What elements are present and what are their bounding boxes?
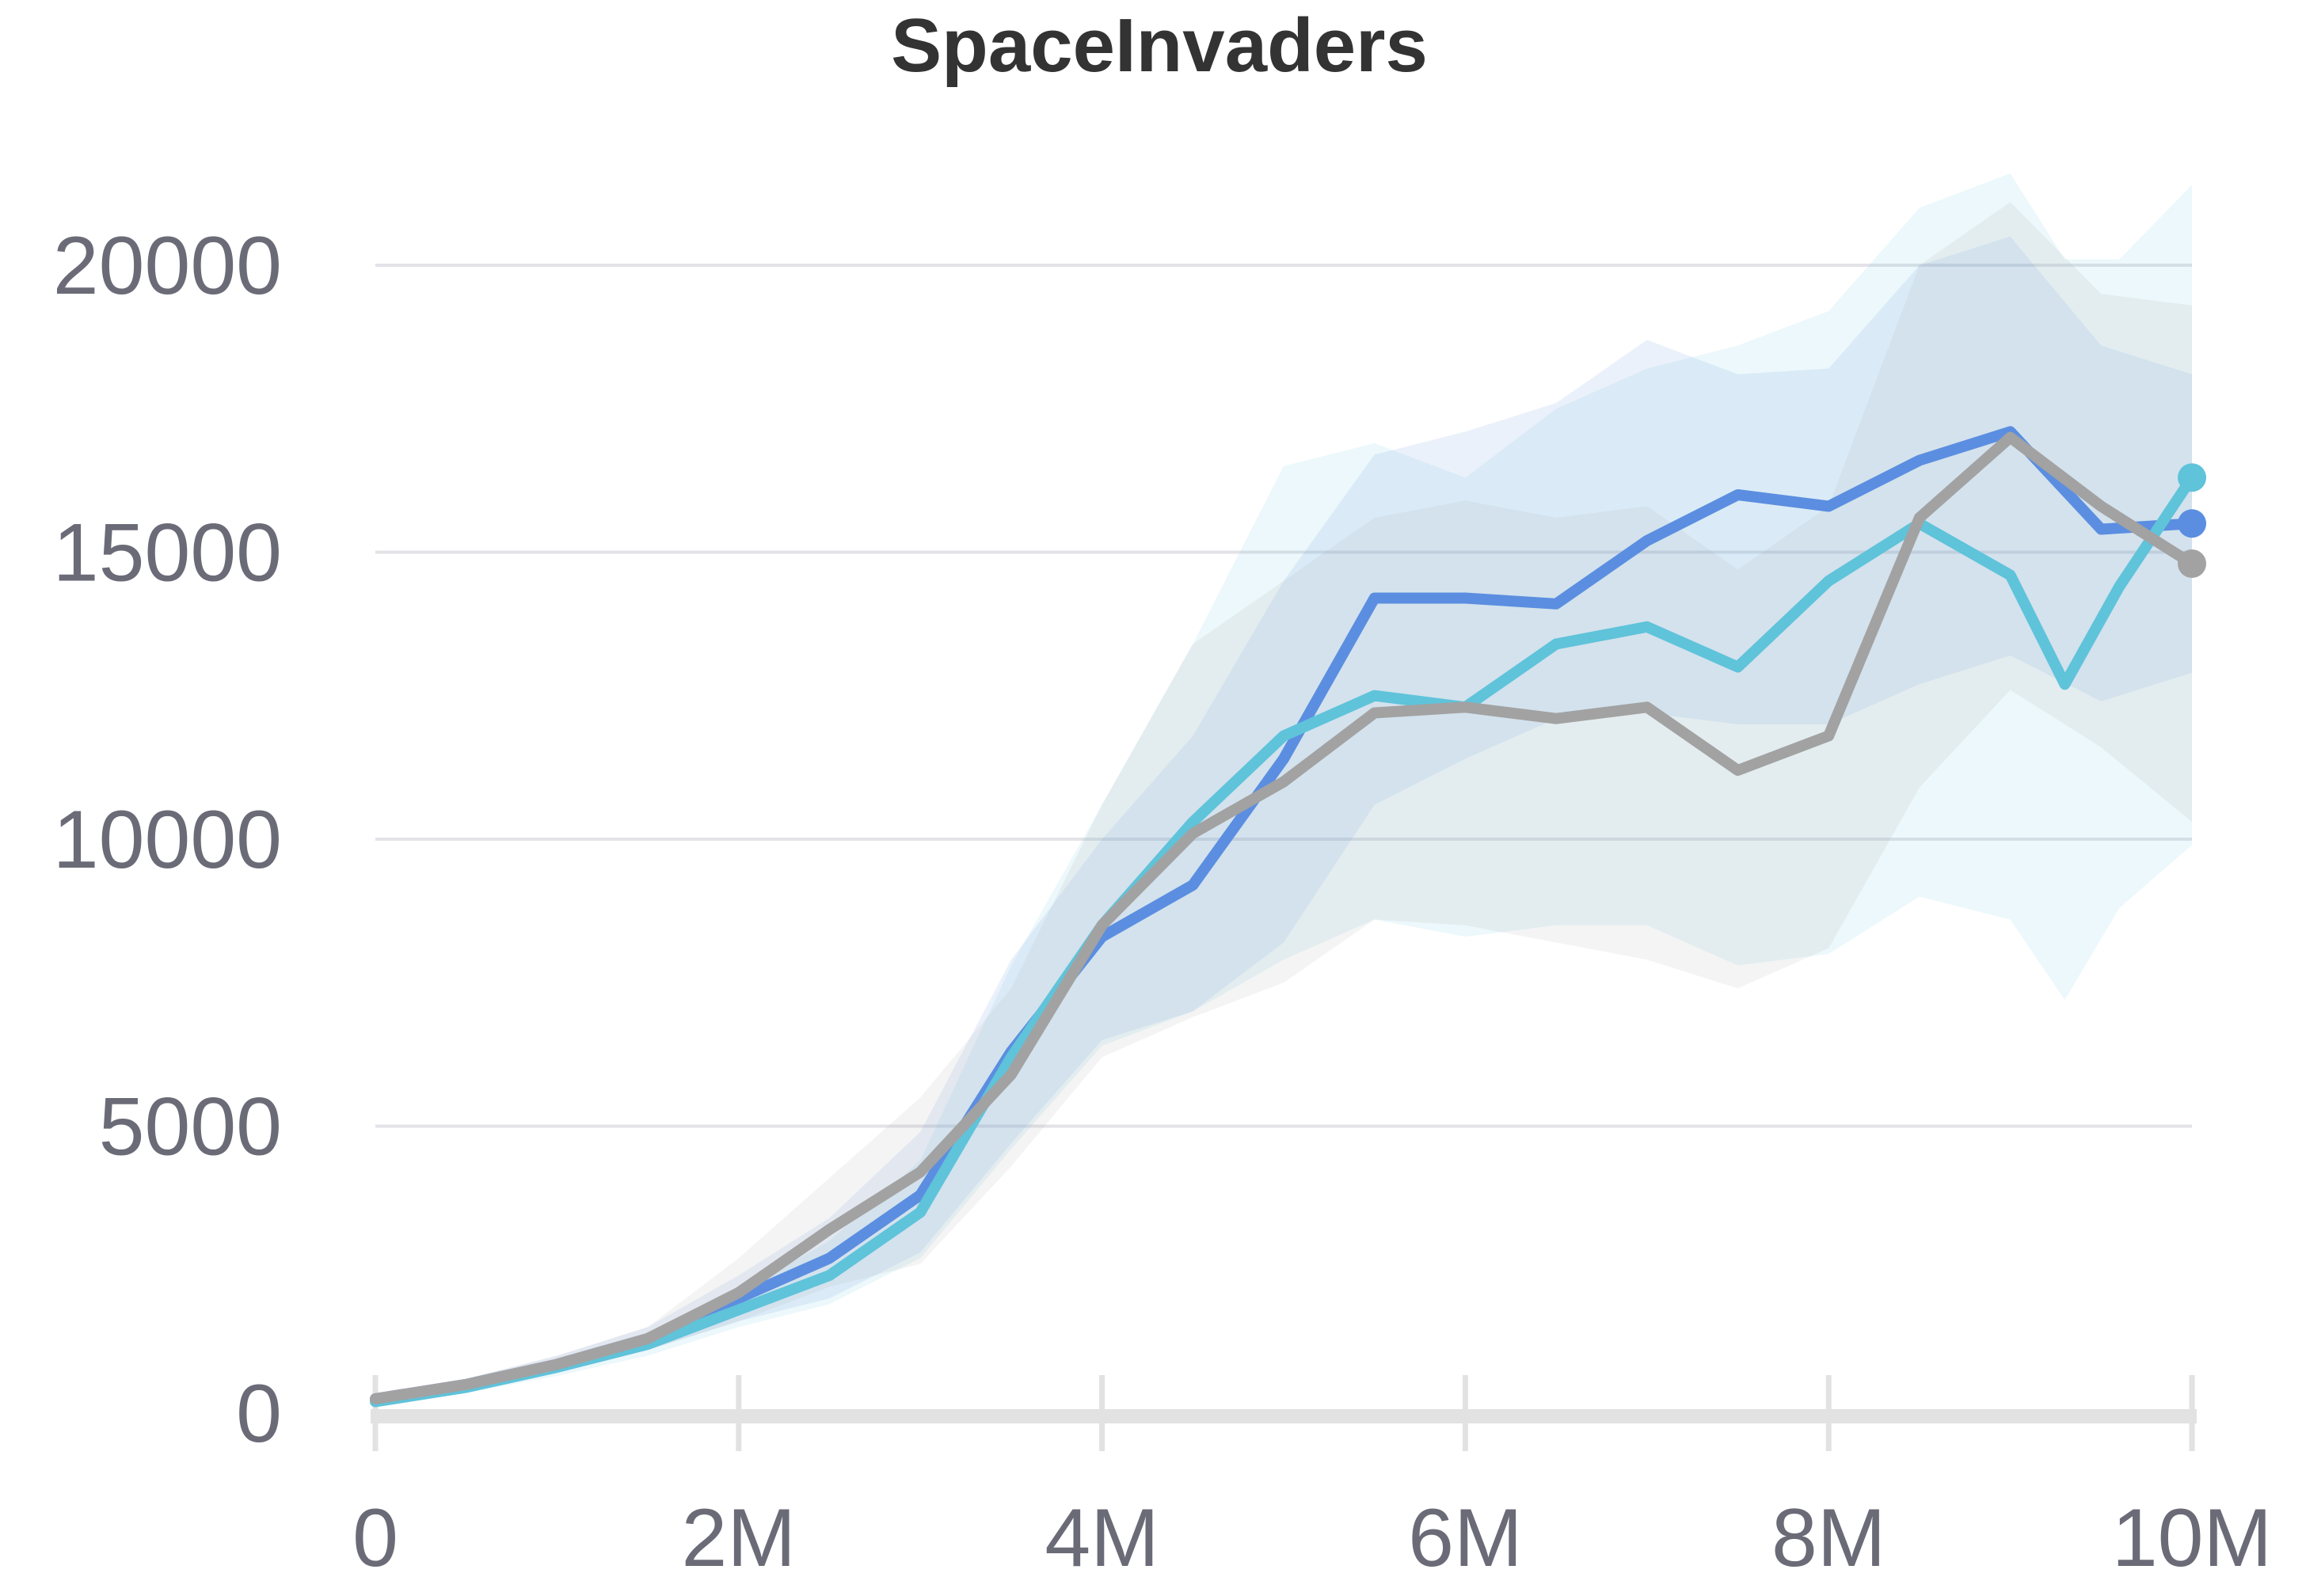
y-tick-labels: 0 5000 10000 15000 20000 (53, 220, 282, 1460)
y-tick-label-3: 15000 (53, 507, 282, 599)
x-tick-label-5: 10M (2112, 1492, 2272, 1584)
band-series-1 (375, 173, 2192, 1405)
end-point-series-0 (2178, 509, 2206, 538)
chart-title: SpaceInvaders (891, 3, 1428, 88)
grid-lines (375, 264, 2192, 1128)
x-tick-label-0: 0 (352, 1492, 398, 1584)
end-point-series-2 (2178, 549, 2206, 578)
line-series-2 (370, 431, 2198, 1404)
x-tick-label-2: 4M (1045, 1492, 1159, 1584)
y-tick-label-4: 20000 (53, 220, 282, 312)
band-series-2 (375, 202, 2192, 1402)
x-tick-labels: 0 2M 4M 6M 8M 10M (352, 1492, 2272, 1584)
x-axis (371, 1375, 2197, 1451)
y-tick-label-2: 10000 (53, 794, 282, 886)
x-tick-label-3: 6M (1408, 1492, 1522, 1584)
end-point-series-1 (2178, 463, 2206, 492)
y-tick-label-1: 5000 (99, 1081, 282, 1173)
x-tick-label-1: 2M (682, 1492, 796, 1584)
line-series-1 (370, 472, 2198, 1408)
confidence-bands (375, 173, 2192, 1405)
band-series-0 (375, 236, 2192, 1402)
x-tick-label-4: 8M (1771, 1492, 1886, 1584)
y-tick-label-0: 0 (236, 1368, 282, 1460)
series-lines (370, 426, 2206, 1408)
